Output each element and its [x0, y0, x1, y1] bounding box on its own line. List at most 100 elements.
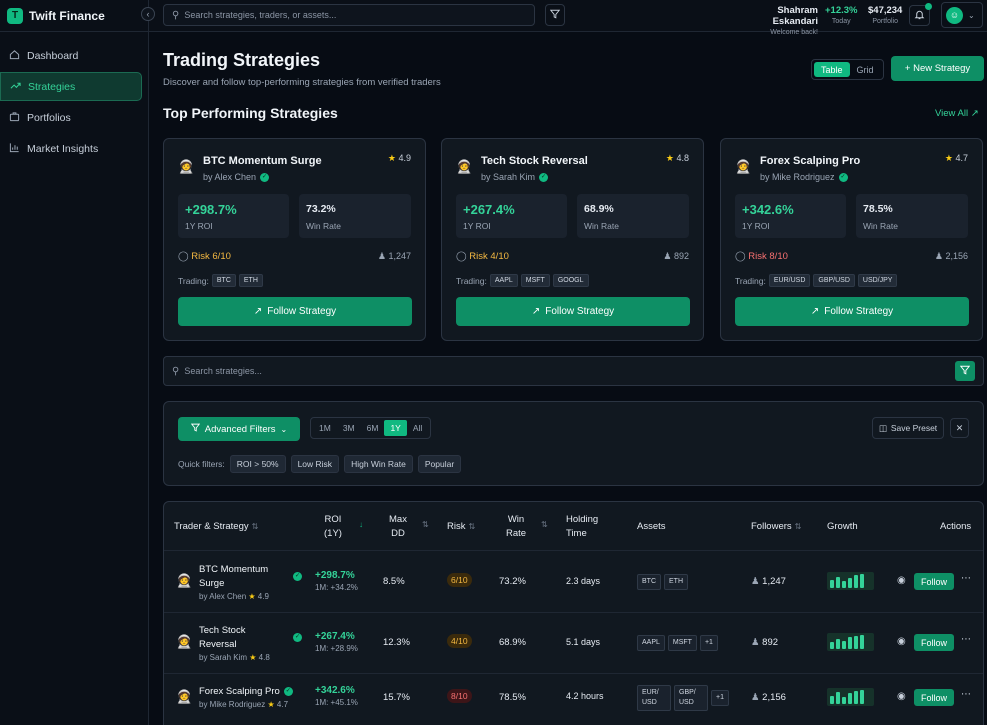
verified-icon: ✓: [283, 686, 293, 696]
quick-filters-label: Quick filters:: [178, 459, 225, 469]
period-6m[interactable]: 6M: [366, 423, 379, 433]
period-1m[interactable]: 1M: [319, 423, 331, 433]
more-icon[interactable]: ⋯: [961, 634, 971, 645]
save-preset-button[interactable]: ◫ Save Preset: [872, 417, 944, 439]
more-icon[interactable]: ⋯: [961, 573, 971, 584]
col-label: Assets: [637, 521, 666, 532]
strategy-author: by Mike Rodriguez ✓: [760, 172, 848, 183]
strategy-search: ⚲: [163, 356, 984, 386]
trend-up-icon: ↗: [253, 306, 263, 317]
roi-cell: +267.4% 1M: +28.9%: [315, 631, 358, 653]
risk-text: Risk 6/10: [191, 251, 231, 262]
growth-bar: [848, 693, 852, 704]
follow-button[interactable]: Follow: [914, 573, 954, 590]
strategy-name: Forex Scalping Pro: [199, 686, 280, 697]
asset-tag-more: +1: [699, 635, 718, 651]
quick-filter-low-risk[interactable]: Low Risk: [290, 455, 340, 473]
follow-strategy-button[interactable]: ↗ Follow Strategy: [735, 297, 969, 326]
notifications-button[interactable]: [909, 3, 932, 26]
sidebar-item-strategies[interactable]: Strategies: [0, 72, 142, 101]
asset-tag: ETH: [664, 574, 688, 590]
view-toggle: Table Grid: [811, 59, 884, 80]
new-strategy-button[interactable]: + New Strategy: [891, 56, 984, 81]
verified-icon: ✓: [293, 633, 302, 642]
risk-value: 8/10: [447, 689, 472, 703]
followers-value: 892: [673, 251, 689, 261]
quick-filter-high-win-rate[interactable]: High Win Rate: [344, 455, 413, 473]
col-roi[interactable]: ROI (1Y): [324, 513, 342, 541]
winrate-box: 78.5% Win Rate: [856, 194, 968, 238]
chevron-down-icon: ⌄: [968, 10, 975, 20]
search-filter-button[interactable]: [955, 361, 975, 381]
risk-level: ◯ Risk 6/10: [178, 251, 231, 262]
risk-badge: 6/10: [447, 573, 472, 587]
more-icon[interactable]: ⋯: [961, 689, 971, 700]
view-table-button[interactable]: Table: [814, 62, 850, 77]
follow-button[interactable]: Follow: [914, 689, 954, 706]
col-followers[interactable]: Followers ⇅: [751, 520, 801, 534]
growth-sparkline: [827, 572, 874, 590]
portfolio-value: $47,234: [868, 5, 903, 16]
chevron-left-icon: ‹: [146, 9, 150, 19]
sidebar-item-dashboard[interactable]: Dashboard: [0, 41, 142, 70]
follow-button[interactable]: Follow: [914, 634, 954, 651]
col-trader[interactable]: Trader & Strategy ⇅: [174, 520, 258, 534]
col-label: Trader & Strategy: [174, 521, 249, 532]
sort-desc-icon: ↓: [359, 520, 363, 529]
growth-bar: [854, 636, 858, 649]
col-risk[interactable]: Risk ⇅: [447, 520, 475, 534]
rating: ★ 4.7: [945, 153, 968, 164]
period-3m[interactable]: 3M: [342, 423, 355, 433]
eye-icon[interactable]: ◉: [897, 636, 906, 647]
row-divider: [164, 673, 983, 674]
shield-icon: ◯: [178, 251, 189, 262]
roi-1m: 1M: +34.2%: [315, 583, 358, 592]
col-label: ROI: [324, 514, 342, 525]
global-search-input[interactable]: [184, 10, 534, 20]
growth-bar: [836, 577, 840, 588]
max-dd-cell: 8.5%: [383, 576, 405, 587]
col-actions: Actions: [940, 520, 971, 534]
trader-strategy: Tech Stock Reversal by Sarah Kim ★ 4.8: [199, 624, 299, 662]
strategy-name: BTC Momentum Surge: [203, 155, 322, 167]
profile-menu[interactable]: ☺ ⌄: [941, 2, 983, 28]
asset-tag: GBP/ USD: [674, 685, 708, 711]
view-grid-button[interactable]: Grid: [856, 64, 874, 75]
col-max-dd[interactable]: Max DD: [389, 513, 407, 541]
advanced-filters-label: Advanced Filters: [204, 423, 276, 435]
sidebar-item-label: Dashboard: [27, 49, 79, 62]
trader-avatar-icon: 🧑‍🚀: [735, 159, 752, 174]
sidebar-item-market-insights[interactable]: Market Insights: [0, 134, 142, 163]
risk-level: ◯ Risk 4/10: [456, 251, 509, 262]
asset-tag-more: +1: [711, 690, 729, 706]
view-all-link[interactable]: View All ↗: [935, 108, 979, 119]
notification-dot: [925, 3, 932, 10]
strategy-search-input[interactable]: [184, 366, 983, 376]
sidebar-item-label: Portfolios: [27, 111, 71, 124]
advanced-filters-button[interactable]: Advanced Filters ⌄: [178, 417, 300, 441]
topbar: ⚲ Shahram Eskandari Welcome back! +12.3%…: [149, 0, 987, 36]
quick-filter-popular[interactable]: Popular: [417, 455, 462, 473]
follow-strategy-button[interactable]: ↗ Follow Strategy: [178, 297, 412, 326]
follow-strategy-button[interactable]: ↗ Follow Strategy: [456, 297, 690, 326]
period-1y[interactable]: 1Y: [384, 420, 407, 436]
col-win-rate[interactable]: Win Rate: [506, 513, 526, 541]
col-label: Max: [389, 514, 407, 525]
asset-tag: GOOGL: [552, 274, 589, 287]
period-all[interactable]: All: [412, 423, 423, 433]
col-label: Risk: [447, 521, 466, 532]
rating-value: 4.7: [276, 700, 289, 709]
shield-icon: ◯: [735, 251, 746, 262]
chevron-down-icon: ⌄: [280, 424, 288, 434]
sidebar: T Twift Finance ‹ Dashboard Strategies P…: [0, 0, 155, 725]
winrate-value: 78.5%: [863, 203, 893, 215]
rating-value: 4.8: [258, 653, 270, 662]
filter-button[interactable]: [545, 4, 565, 26]
collapse-sidebar-button[interactable]: ‹: [141, 7, 155, 21]
sidebar-item-portfolios[interactable]: Portfolios: [0, 103, 142, 132]
eye-icon[interactable]: ◉: [897, 575, 906, 586]
quick-filter-roi[interactable]: ROI > 50%: [229, 455, 286, 473]
asset-tag: AAPL: [637, 635, 665, 651]
close-filters-button[interactable]: ✕: [950, 418, 969, 438]
eye-icon[interactable]: ◉: [897, 691, 906, 702]
